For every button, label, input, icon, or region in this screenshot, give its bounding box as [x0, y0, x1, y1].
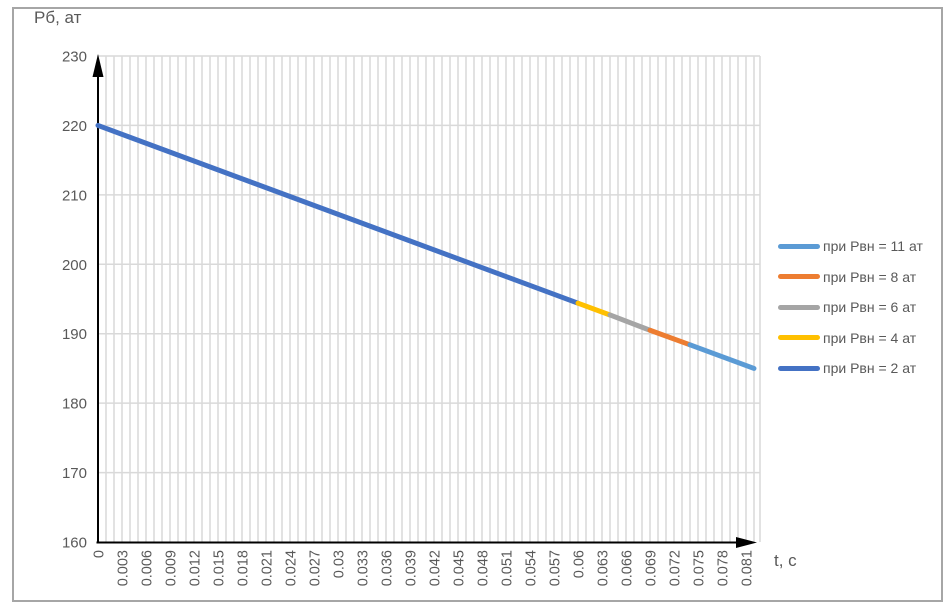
chart-frame-border	[12, 7, 943, 602]
data-series	[95, 122, 757, 371]
legend-swatch-line	[778, 335, 820, 341]
x-tick-label: 0.042	[428, 550, 444, 586]
series-line	[607, 312, 653, 333]
legend: при Рвн = 11 ат при Рвн = 8 ат при Рвн = 6…	[778, 231, 923, 384]
axes	[92, 54, 757, 548]
x-tick-label: 0.03	[332, 550, 348, 578]
x-tick-label: 0.015	[212, 550, 228, 586]
x-tick-label: 0.06	[572, 550, 588, 578]
legend-label: при Рвн = 6 ат	[823, 299, 917, 316]
x-tick-label: 0	[92, 550, 108, 558]
legend-swatch-line	[778, 365, 820, 371]
x-tick-label: 0.045	[452, 550, 468, 586]
legend-item: при Рвн = 2 ат	[778, 353, 923, 384]
x-tick-label: 0.057	[548, 550, 564, 586]
x-axis-title: t, с	[774, 551, 797, 570]
legend-label: при Рвн = 2 ат	[823, 360, 917, 377]
x-tick-label: 0.009	[164, 550, 180, 586]
tick-labels: 230 220 210 200 190 180 170 160 0 0.003 0.006 0.009…	[62, 49, 756, 587]
x-tick-label: 0.072	[668, 550, 684, 586]
x-tick-label: 0.006	[140, 550, 156, 586]
gridlines	[97, 55, 761, 542]
x-tick-label: 0.051	[500, 550, 516, 586]
y-axis-title: Рб, ат	[34, 8, 82, 27]
x-tick-label: 0.027	[308, 550, 324, 586]
x-tick-label: 0.021	[260, 550, 276, 586]
legend-label: при Рвн = 4 ат	[823, 329, 917, 346]
x-tick-label: 0.063	[596, 550, 612, 586]
x-tick-label: 0.033	[356, 550, 372, 586]
y-tick-label: 210	[62, 187, 87, 204]
y-tick-label: 220	[62, 118, 87, 135]
x-tick-label: 0.075	[692, 550, 708, 586]
series-line	[575, 300, 613, 318]
series-line	[647, 327, 693, 348]
legend-item: при Рвн = 11 ат	[778, 231, 923, 262]
x-tick-label: 0.039	[404, 550, 420, 586]
series-line	[95, 122, 581, 306]
x-axis-arrow	[736, 537, 757, 548]
y-tick-label: 200	[62, 257, 87, 274]
x-tick-label: 0.069	[644, 550, 660, 586]
x-tick-label: 0.024	[284, 550, 300, 586]
series-line	[687, 342, 757, 371]
x-tick-label: 0.078	[716, 550, 732, 586]
legend-swatch-line	[778, 274, 820, 280]
x-tick-label: 0.054	[524, 550, 540, 586]
y-tick-label: 160	[62, 535, 87, 552]
x-tick-label: 0.003	[116, 550, 132, 586]
x-tick-label: 0.036	[380, 550, 396, 586]
legend-swatch-line	[778, 243, 820, 249]
y-tick-label: 190	[62, 326, 87, 343]
y-axis-arrow	[92, 54, 104, 77]
legend-label: при Рвн = 8 ат	[823, 268, 917, 285]
y-tick-label: 170	[62, 465, 87, 482]
y-tick-label: 180	[62, 396, 87, 413]
legend-item: при Рвн = 8 ат	[778, 262, 923, 293]
y-tick-label: 230	[62, 49, 87, 66]
legend-label: при Рвн = 11 ат	[823, 238, 923, 255]
x-tick-label: 0.048	[476, 550, 492, 586]
x-tick-label: 0.081	[740, 550, 756, 586]
legend-swatch-line	[778, 304, 820, 310]
x-tick-label: 0.018	[236, 550, 252, 586]
x-tick-label: 0.012	[188, 550, 204, 586]
legend-item: при Рвн = 6 ат	[778, 292, 923, 323]
legend-item: при Рвн = 4 ат	[778, 323, 923, 354]
x-tick-label: 0.066	[620, 550, 636, 586]
